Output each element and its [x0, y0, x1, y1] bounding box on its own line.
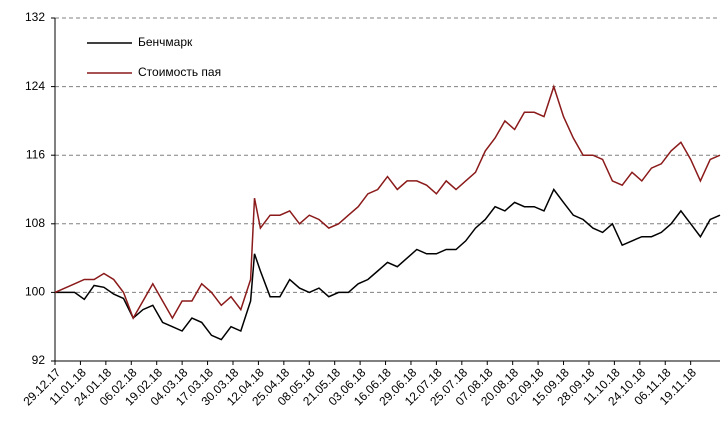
y-tick-label: 100	[25, 285, 45, 299]
y-tick-label: 108	[25, 216, 45, 230]
series-line	[55, 188, 721, 341]
y-tick-label: 92	[32, 353, 46, 367]
series-line	[54, 84, 721, 320]
legend-label: Бенчмарк	[138, 35, 193, 49]
legend-label: Стоимость пая	[138, 65, 221, 79]
y-tick-label: 124	[25, 79, 45, 93]
y-tick-label: 132	[25, 10, 45, 24]
y-tick-label: 116	[26, 147, 45, 161]
